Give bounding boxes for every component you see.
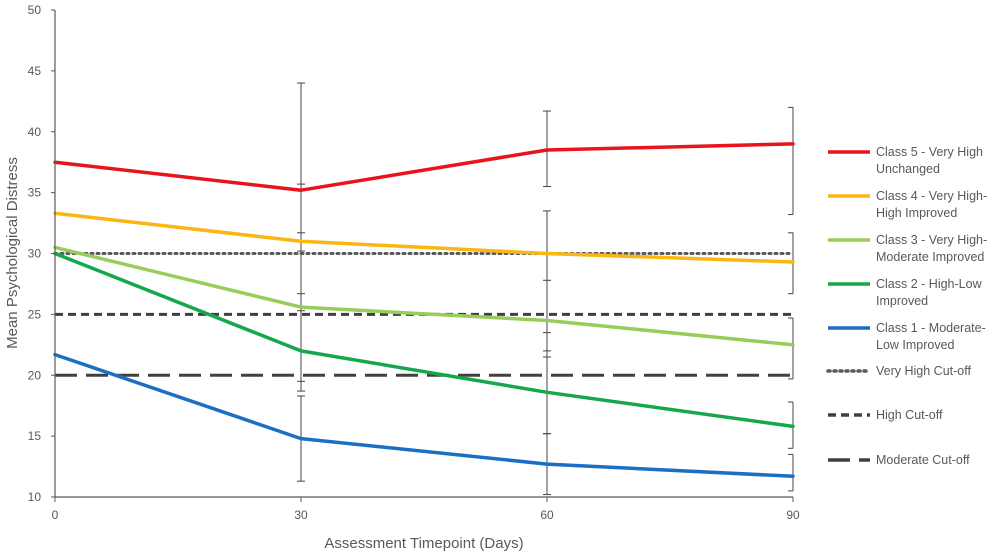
legend-label: Class 1 - Moderate- (876, 321, 986, 335)
y-axis-ticks: 10 15 20 25 30 35 40 45 50 (28, 3, 55, 504)
y-axis-title: Mean Psychological Distress (4, 157, 21, 349)
series-line-class-1-moderate-low-improved (53, 352, 795, 479)
axes: 10 15 20 25 30 35 40 45 50 0 30 60 90 Assessment Ti… (4, 3, 800, 552)
x-tick-label: 60 (540, 508, 554, 522)
x-axis-ticks: 0 30 60 90 (52, 497, 800, 522)
y-tick-label: 40 (28, 125, 42, 139)
legend-label: Unchanged (876, 162, 940, 176)
legend-label: Low Improved (876, 338, 955, 352)
y-tick-label: 35 (28, 186, 42, 200)
y-tick-label: 45 (28, 64, 42, 78)
legend-label: Moderate Improved (876, 250, 984, 264)
series-lines (53, 142, 795, 479)
x-tick-label: 90 (786, 508, 800, 522)
legend-label: High Cut-off (876, 408, 943, 422)
y-tick-label: 30 (28, 247, 42, 261)
x-axis-title: Assessment Timepoint (Days) (324, 535, 523, 552)
y-tick-label: 50 (28, 3, 42, 17)
legend-label: Class 3 - Very High- (876, 233, 987, 247)
legend-label: Very High Cut-off (876, 364, 971, 378)
series-line-class-4-very-high-high-improved (53, 211, 795, 264)
legend-label: Moderate Cut-off (876, 453, 970, 467)
x-tick-label: 0 (52, 508, 59, 522)
legend-label: Class 5 - Very High (876, 145, 983, 159)
legend-label: Class 2 - High-Low (876, 277, 983, 291)
legend-label: Improved (876, 294, 928, 308)
y-tick-label: 10 (28, 490, 42, 504)
series-line-class-3-very-high-moderate-improved (53, 245, 795, 347)
legend-label: High Improved (876, 206, 957, 220)
y-tick-label: 25 (28, 307, 42, 321)
y-tick-label: 15 (28, 429, 42, 443)
y-tick-label: 20 (28, 368, 42, 382)
legend-label: Class 4 - Very High- (876, 189, 987, 203)
x-tick-label: 30 (294, 508, 308, 522)
series-line-class-5-very-high-unchanged (53, 142, 795, 192)
series-line-class-2-high-low-improved (53, 251, 795, 429)
legend: Class 5 - Very High Unchanged Class 4 - Ve… (826, 145, 987, 467)
